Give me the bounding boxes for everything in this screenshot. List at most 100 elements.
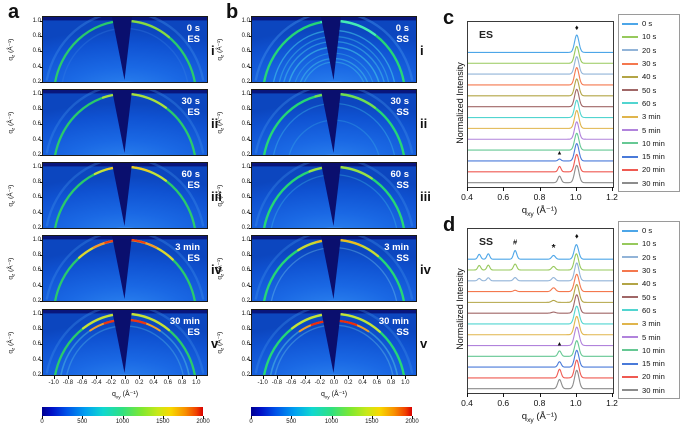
y-tick-mark — [40, 182, 43, 183]
legend-item: 50 s — [622, 83, 676, 96]
y-tick-mark — [40, 51, 43, 53]
sample-label: SS — [396, 34, 409, 45]
y-tick-label: 0.4 — [241, 209, 250, 216]
intensity-colorbar — [251, 407, 412, 416]
curve-60s — [468, 99, 613, 119]
colorbar-tick-label: 500 — [286, 419, 297, 425]
sample-tag: SS — [479, 236, 494, 248]
x-tick-mark — [348, 376, 350, 379]
legend-item: 3 min — [622, 317, 676, 330]
y-tick-label: 0.4 — [32, 136, 41, 143]
time-label: 30 min — [170, 316, 200, 327]
colorbar-tick-mark — [162, 416, 164, 419]
legend-line — [622, 309, 638, 312]
legend-item: 5 min — [622, 123, 676, 136]
peak-marker: ♦ — [575, 232, 579, 241]
x-tick-label: 0.8 — [177, 380, 187, 386]
x-tick-mark — [182, 376, 183, 379]
x-tick-label: -0.8 — [62, 380, 74, 386]
y-tick-mark — [249, 375, 252, 376]
curve-5min — [468, 121, 613, 140]
y-axis-title: Normalized Intensity — [455, 268, 465, 350]
giwaxs-image-SS-i: 0 s SS — [251, 10, 417, 109]
giwaxs-detector-image: 0 sES — [43, 10, 207, 109]
beamstop-shadow — [321, 17, 341, 80]
curve-15min — [468, 142, 613, 162]
time-label: 60 s — [391, 169, 410, 180]
legend-text: 0 s — [642, 19, 653, 29]
legend-text: 3 min — [642, 319, 661, 329]
beamstop-shadow — [112, 163, 132, 226]
legend-item: 20 s — [622, 44, 676, 57]
y-tick-label: 1.0 — [241, 163, 250, 170]
y-tick-mark — [249, 239, 252, 241]
x-axis-title: qxy (Å⁻¹) — [521, 411, 558, 424]
x-tick-mark — [612, 187, 613, 191]
legend-line — [622, 49, 638, 52]
x-tick-label: -1.0 — [257, 380, 268, 386]
curve-0s — [468, 244, 613, 260]
curve-30min — [468, 164, 613, 184]
y-tick-label: 0.8 — [241, 252, 250, 259]
x-tick-label: 0.4 — [358, 380, 367, 386]
y-tick-label: 1.0 — [32, 236, 41, 243]
x-tick-label: 0.8 — [386, 380, 396, 386]
legend-SS: 0 s 10 s 20 s 30 s 40 s 50 s 60 s 3 min 5 min 10 … — [618, 221, 680, 399]
diffraction-ring — [128, 19, 171, 39]
y-axis-title: qz (Å⁻¹) — [7, 331, 16, 354]
y-tick-label: 0.6 — [32, 341, 41, 348]
x-tick-label: 0.0 — [329, 380, 339, 386]
curve-20min — [468, 153, 613, 173]
row-numeral: ii — [420, 116, 428, 131]
row-numeral: ii — [211, 116, 219, 131]
y-tick-label: 1.0 — [32, 310, 41, 317]
y-tick-mark — [249, 228, 252, 229]
y-tick-label: 0.8 — [32, 33, 41, 40]
y-tick-label: 0.4 — [241, 63, 250, 70]
curves-svg: # * ♦ ▲ — [468, 232, 613, 390]
row-numeral: i — [420, 43, 424, 58]
x-axis-title: qxy (Å⁻¹) — [111, 391, 139, 401]
x-tick-mark — [291, 376, 292, 379]
x-tick-mark — [262, 376, 264, 379]
curve-40s — [468, 283, 613, 303]
x-tick-mark — [467, 393, 468, 397]
legend-text: 20 min — [642, 372, 665, 382]
x-tick-mark — [362, 376, 364, 379]
y-tick-label: 0.2 — [241, 152, 250, 158]
y-tick-label: 0.2 — [241, 372, 250, 378]
y-tick-label: 0.4 — [241, 356, 250, 363]
y-tick-mark — [40, 124, 43, 126]
x-tick-label: 0.2 — [344, 380, 353, 386]
legend-ES: 0 s 10 s 20 s 30 s 40 s 50 s 60 s 3 min 5 min 10 … — [618, 14, 680, 192]
x-tick-mark — [153, 376, 155, 379]
y-tick-label: 0.4 — [32, 63, 41, 70]
y-tick-mark — [40, 66, 43, 68]
y-tick-mark — [40, 139, 43, 141]
legend-text: 50 s — [642, 292, 657, 302]
colorbar-tick-mark — [122, 416, 124, 419]
curve-20min — [468, 359, 613, 379]
legend-line — [622, 89, 638, 92]
sample-label: ES — [187, 327, 200, 338]
giwaxs-detector-image: 60 sES — [43, 156, 207, 255]
x-tick-label: -0.2 — [105, 380, 116, 386]
giwaxs-detector-image: 0 sSS — [252, 10, 416, 109]
legend-text: 30 min — [642, 178, 665, 188]
x-tick-mark — [539, 393, 541, 397]
y-tick-mark — [40, 270, 43, 272]
sample-label: SS — [396, 180, 409, 191]
colorbar-tick-label: 1000 — [324, 419, 339, 425]
curve-20s — [468, 262, 613, 282]
curve-30s — [468, 273, 613, 293]
colorbar-tick-label: 500 — [77, 419, 88, 425]
x-tick-label: -0.4 — [91, 380, 102, 386]
colorbar-tick-mark — [203, 416, 204, 419]
legend-line — [622, 375, 638, 378]
colorbar-tick-label: 1500 — [156, 419, 170, 425]
sample-label: SS — [396, 253, 409, 264]
y-tick-mark — [40, 344, 43, 346]
x-tick-mark — [503, 393, 505, 397]
legend-item: 20 s — [622, 251, 676, 264]
